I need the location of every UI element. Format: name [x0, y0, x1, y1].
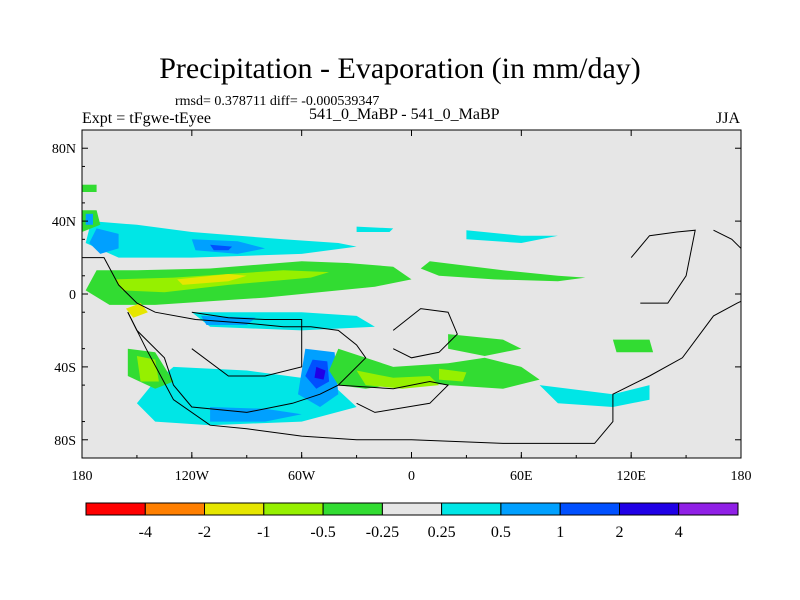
- y-tick-label: 80S: [54, 434, 76, 449]
- contour-region-26: [356, 226, 394, 232]
- contour-region-19: [539, 385, 650, 407]
- coastline-4: [392, 308, 458, 359]
- colorbar-swatch: [204, 502, 265, 516]
- contour-region-5: [85, 221, 357, 258]
- y-tick-label: 40S: [54, 361, 76, 376]
- contour-region-2: [177, 274, 247, 285]
- colorbar-swatch: [559, 502, 621, 516]
- colorbar-label: -4: [139, 524, 152, 541]
- x-tick-label: 180: [72, 469, 93, 484]
- colorbar-label: -1: [257, 524, 270, 541]
- colorbar-label: -0.5: [310, 524, 335, 541]
- x-axis: 180 120W 60W 0 60E 120E 180: [72, 130, 752, 484]
- contour-region-9: [191, 312, 375, 331]
- case-label: 541_0_MaBP - 541_0_MaBP: [309, 106, 500, 123]
- y-axis: 80N 40N 0 40S 80S: [52, 129, 741, 459]
- contour-region-8: [210, 244, 233, 251]
- x-tick-label: 120E: [616, 469, 646, 484]
- colorbar-swatch: [144, 502, 206, 516]
- y-tick-label: 80N: [52, 142, 76, 157]
- colorbar-swatch: [263, 502, 324, 516]
- colorbar-label: 2: [616, 524, 624, 541]
- colorbar-label: -0.25: [366, 524, 399, 541]
- colorbar-swatch: [619, 502, 680, 516]
- contour-region-18: [439, 368, 467, 382]
- coastline-3: [338, 380, 450, 413]
- x-tick-label: 60W: [288, 469, 316, 484]
- coastline-1: [82, 257, 367, 413]
- x-tick-label: 180: [731, 469, 752, 484]
- colorbar-swatch: [678, 502, 739, 516]
- colorbar-label: 0.25: [428, 524, 456, 541]
- colorbar-label: -2: [198, 524, 211, 541]
- contour-region-25: [612, 339, 654, 353]
- contour-region-28: [82, 184, 97, 192]
- colorbar-swatch: [500, 502, 561, 516]
- x-tick-label: 60E: [510, 469, 533, 484]
- experiment-label: Expt = tFgwe-tEyee: [82, 110, 211, 127]
- colorbar-label: 0.5: [491, 524, 511, 541]
- x-tick-label: 0: [408, 469, 415, 484]
- coastline-6: [713, 229, 741, 249]
- colorbar-swatch: [322, 502, 383, 516]
- coastline-5: [630, 229, 696, 304]
- y-tick-label: 40N: [52, 215, 76, 230]
- contour-region-20: [448, 334, 522, 356]
- colorbar: -4 -2 -1 -0.5 -0.25 0.25 0.5 1 2 4: [85, 502, 739, 541]
- coastline-2: [191, 311, 303, 377]
- colorbar-label: 1: [556, 524, 564, 541]
- stats-label: rmsd= 0.378711 diff= -0.000539347: [175, 94, 380, 109]
- contour-region-27: [466, 230, 558, 243]
- contour-region-15: [314, 366, 326, 380]
- colorbar-swatch: [441, 502, 502, 516]
- colorbar-swatch: [381, 502, 443, 516]
- colorbar-swatch: [85, 502, 146, 516]
- coastline-0: [127, 300, 741, 444]
- contour-region-24: [85, 213, 93, 225]
- colorbar-label: 4: [675, 524, 683, 541]
- contour-region-4: [420, 261, 586, 282]
- x-tick-label: 120W: [175, 469, 210, 484]
- y-tick-label: 0: [69, 288, 76, 303]
- contour-region-6: [89, 228, 119, 254]
- chart-title: Precipitation - Evaporation (in mm/day): [159, 52, 641, 85]
- season-label: JJA: [716, 110, 741, 127]
- coastlines: [82, 229, 741, 444]
- contour-region-3: [125, 303, 148, 318]
